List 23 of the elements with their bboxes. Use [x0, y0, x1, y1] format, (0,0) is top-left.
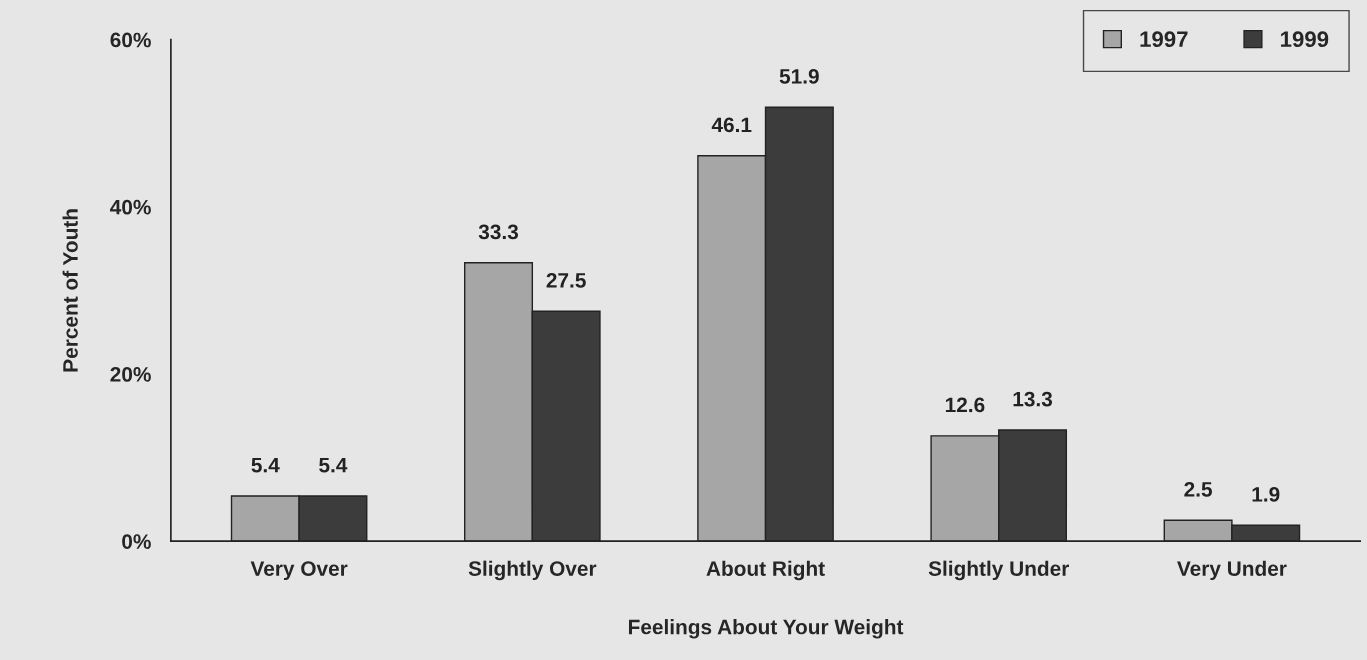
- y-tick-label: 40%: [110, 199, 151, 215]
- legend-label: 1999: [1281, 31, 1329, 48]
- data-label: 46.1: [711, 117, 752, 133]
- x-tick-label: Very Under: [1177, 560, 1287, 581]
- y-tick-label: 60%: [110, 32, 151, 48]
- x-tick-label: Slightly Under: [928, 560, 1070, 581]
- data-label: 13.3: [1013, 391, 1053, 407]
- x-tick-label: Very Over: [250, 561, 348, 581]
- legend-label: 1997: [1140, 31, 1188, 48]
- data-label: 33.3: [478, 224, 519, 240]
- x-tick-label: Slightly Over: [468, 560, 597, 581]
- data-label: 5.4: [319, 457, 348, 473]
- x-tick-label: About Right: [706, 560, 825, 581]
- y-tick-label: 20%: [110, 367, 151, 382]
- y-axis-title: Percent of Youth: [62, 209, 78, 372]
- data-label: 12.6: [945, 397, 985, 413]
- data-label: 5.4: [251, 457, 280, 473]
- data-label: 1.9: [1252, 487, 1280, 502]
- data-label: 27.5: [546, 272, 586, 288]
- x-axis-title: Feelings About Your Weight: [628, 619, 904, 639]
- data-label: 51.9: [779, 69, 819, 84]
- data-label: 2.5: [1184, 481, 1212, 497]
- y-tick-label: 0%: [122, 534, 151, 549]
